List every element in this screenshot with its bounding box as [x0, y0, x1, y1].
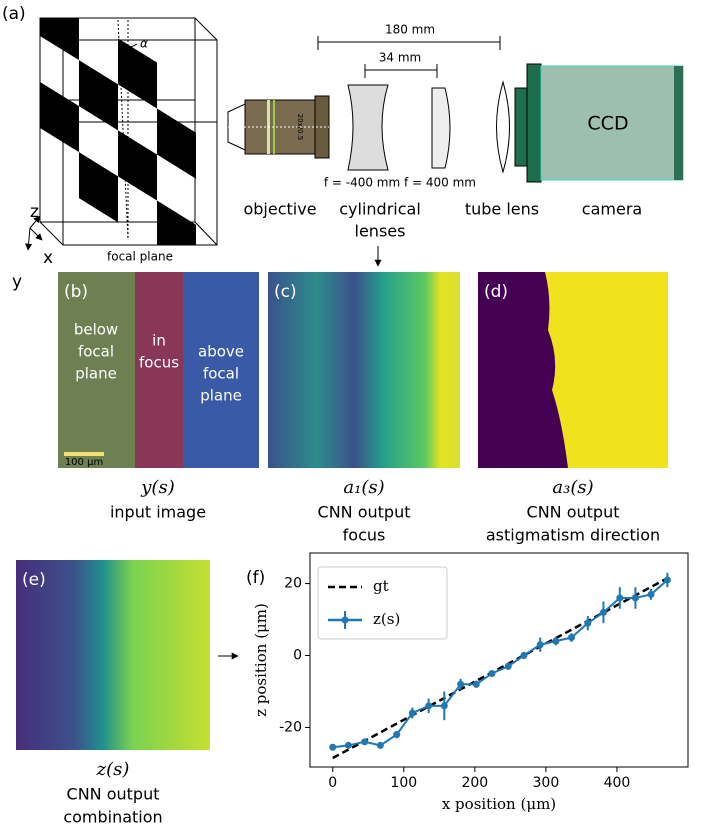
- x-tick-label: 100: [390, 775, 417, 791]
- scale-bar: 100 µm: [65, 457, 103, 468]
- y-tick-label: -20: [279, 719, 302, 735]
- point: [361, 738, 368, 745]
- caption: CNN output: [318, 503, 411, 522]
- distance-label: 34 mm: [379, 51, 421, 65]
- panel-d: (d) a₃(s) CNN output astigmatism directi…: [478, 272, 668, 545]
- cylindrical-lens: [432, 88, 450, 168]
- point: [552, 638, 559, 645]
- point: [488, 670, 495, 677]
- overlay-text: above: [198, 343, 244, 361]
- panel-label: (f): [246, 568, 265, 588]
- component-label: objective: [243, 200, 316, 219]
- math-label: z(s): [96, 759, 130, 780]
- tube-lens: [497, 82, 510, 172]
- x-axis-label: x position (μm): [442, 795, 556, 813]
- y-axis-label: z position (μm): [252, 603, 270, 717]
- panel-label: (c): [274, 282, 297, 302]
- point: [457, 681, 464, 688]
- point: [520, 652, 527, 659]
- objective: 20x/0.5: [228, 96, 329, 158]
- x-tick-label: 200: [461, 775, 488, 791]
- x-tick-label: 300: [533, 775, 560, 791]
- y-tick-label: 0: [293, 648, 302, 664]
- overlay-text: focal: [78, 343, 114, 361]
- overlay-text: plane: [75, 365, 117, 383]
- axis-z: z: [30, 202, 39, 222]
- math-label: a₁(s): [343, 477, 384, 498]
- y-tick-label: 20: [284, 576, 302, 592]
- camera: CCD: [515, 64, 683, 182]
- component-label: tube lens: [465, 200, 539, 219]
- focal-length: f = -400 mm: [324, 176, 400, 190]
- caption: combination: [63, 808, 162, 827]
- point: [616, 594, 623, 601]
- panel-label: (b): [64, 282, 88, 302]
- focal-plane-label: focal plane: [107, 250, 173, 264]
- ccd-label: CCD: [587, 113, 628, 135]
- caption: CNN output: [527, 503, 620, 522]
- point: [568, 634, 575, 641]
- point: [473, 681, 480, 688]
- point: [664, 576, 671, 583]
- panel-a: (a) α focal plane z x y 20x/0.5 CCD 180: [2, 0, 683, 292]
- point: [537, 641, 544, 648]
- caption: astigmatism direction: [486, 526, 660, 545]
- panel-f: (f) 0 100 200 300 400 -20 0 20 x position (μm) z …: [246, 553, 688, 813]
- overlay-text: below: [74, 321, 118, 339]
- legend-label: z(s): [373, 610, 400, 628]
- overlay-text: focal: [203, 365, 239, 383]
- legend-label: gt: [373, 577, 389, 595]
- panel-b: below focal plane in focus above focal p…: [58, 272, 259, 522]
- point: [632, 594, 639, 601]
- axis-y: y: [12, 272, 22, 292]
- overlay-text: focus: [139, 354, 179, 372]
- axis-x: x: [43, 248, 53, 268]
- point: [425, 702, 432, 709]
- point: [600, 609, 607, 616]
- component-label: camera: [582, 200, 642, 219]
- distance-label: 180 mm: [385, 23, 435, 37]
- x-tick-label: 400: [604, 775, 631, 791]
- panel-label: (a): [2, 4, 26, 24]
- x-tick-label: 0: [328, 775, 337, 791]
- panel-label: (e): [22, 570, 46, 590]
- overlay-text: plane: [200, 387, 242, 405]
- overlay-text: in: [152, 332, 166, 350]
- caption: CNN output: [67, 785, 160, 804]
- point: [329, 744, 336, 751]
- point: [409, 710, 416, 717]
- point: [377, 742, 384, 749]
- panel-label: (d): [484, 282, 508, 302]
- panel-c: (c) a₁(s) CNN output focus: [268, 272, 460, 545]
- cylindrical-lens: [348, 85, 388, 170]
- point: [441, 702, 448, 709]
- figure: (a) α focal plane z x y 20x/0.5 CCD 180: [0, 0, 702, 831]
- objective-text: 20x/0.5: [296, 114, 304, 141]
- math-label: y(s): [140, 477, 174, 498]
- math-label: a₃(s): [552, 477, 593, 498]
- point: [584, 620, 591, 627]
- component-label: cylindrical: [339, 200, 421, 219]
- caption: input image: [110, 503, 206, 522]
- component-label: lenses: [355, 222, 406, 241]
- focal-length: f = 400 mm: [404, 176, 476, 190]
- point: [648, 591, 655, 598]
- point: [345, 742, 352, 749]
- caption: focus: [343, 526, 386, 545]
- point: [393, 731, 400, 738]
- panel-e: (e) z(s) CNN output combination: [16, 560, 238, 827]
- angle-label: α: [140, 37, 148, 51]
- point: [505, 663, 512, 670]
